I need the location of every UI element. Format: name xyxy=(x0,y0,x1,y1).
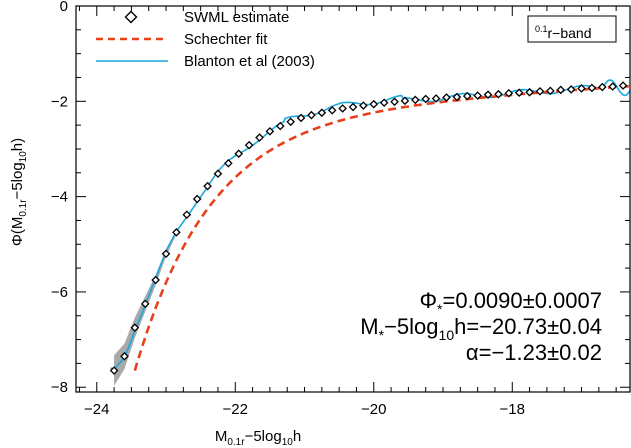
swml-point xyxy=(379,98,389,108)
swml-point xyxy=(151,275,160,285)
band-label-text: 0.1r−band xyxy=(535,24,592,41)
y-tick-label: −8 xyxy=(51,379,68,396)
swml-point xyxy=(317,108,327,118)
swml-point xyxy=(307,110,316,120)
y-axis-label: Φ(M0.1r−5log10h) xyxy=(9,138,29,246)
swml-point xyxy=(597,82,607,92)
swml-points-layer xyxy=(109,81,628,375)
swml-point xyxy=(265,127,275,136)
swml-point xyxy=(525,87,534,97)
alpha-annotation: α=−1.23±0.02 xyxy=(466,340,602,365)
swml-point xyxy=(535,86,545,96)
swml-point xyxy=(473,91,482,100)
plot-frame xyxy=(75,5,631,393)
swml-point xyxy=(421,94,431,104)
swml-point xyxy=(130,323,140,332)
swml-point xyxy=(109,366,119,375)
fit-annotations: Φ*=0.0090±0.0007 M*−5log10h=−20.73±0.04 … xyxy=(360,288,602,365)
swml-point xyxy=(494,89,503,99)
legend-label-schechter: Schechter fit xyxy=(184,31,268,48)
swml-point xyxy=(327,106,337,115)
swml-point xyxy=(275,121,285,131)
swml-point xyxy=(577,84,586,93)
swml-point xyxy=(390,97,399,107)
swml-point xyxy=(504,88,514,98)
swml-point xyxy=(286,117,295,127)
swml-point xyxy=(161,249,171,259)
swml-point xyxy=(566,85,576,94)
swml-point xyxy=(172,228,181,237)
phi-star-annotation: Φ*=0.0090±0.0007 xyxy=(419,288,602,317)
y-tick-label: −6 xyxy=(51,284,68,301)
swml-point xyxy=(359,101,368,110)
swml-point xyxy=(234,149,244,159)
band-label-box: 0.1r−band xyxy=(527,15,617,43)
y-tick-label: 0 xyxy=(60,0,68,15)
swml-point xyxy=(587,83,597,93)
swml-point xyxy=(431,94,441,103)
swml-point xyxy=(411,95,420,105)
swml-point xyxy=(452,92,462,102)
y-tick-label: −4 xyxy=(51,189,68,206)
swml-point xyxy=(192,194,202,204)
swml-point xyxy=(483,90,493,99)
legend-label-swml: SWML estimate xyxy=(184,9,289,26)
legend-label-blanton: Blanton et al (2003) xyxy=(184,53,315,70)
swml-point xyxy=(296,113,306,123)
y-tick-label: −2 xyxy=(51,93,68,110)
swml-point xyxy=(120,351,129,361)
swml-point xyxy=(608,82,618,91)
x-tick-label: −18 xyxy=(500,401,525,418)
swml-point xyxy=(255,133,264,142)
swml-point xyxy=(400,96,410,106)
x-tick-label: −20 xyxy=(361,401,386,418)
band-label-frame xyxy=(527,15,617,43)
legend: SWML estimate Schechter fit Blanton et a… xyxy=(96,9,315,70)
swml-point xyxy=(442,93,451,102)
x-tick-label: −24 xyxy=(84,401,109,418)
ticks-layer: −24 −22 −20 −18 0 −2 −4 −6 −8 xyxy=(51,0,630,418)
schechter-fit-line xyxy=(133,84,630,371)
swml-point xyxy=(618,81,628,90)
swml-point xyxy=(140,299,150,309)
swml-point xyxy=(546,86,555,96)
mstar-annotation: M*−5log10h=−20.73±0.04 xyxy=(360,314,602,343)
swml-point xyxy=(369,99,379,109)
swml-point xyxy=(224,158,233,168)
swml-point xyxy=(338,104,347,113)
x-axis-label: M0.1r−5log10h xyxy=(215,428,301,448)
swml-point xyxy=(348,102,358,112)
swml-point xyxy=(182,210,192,220)
schechter-curve-layer xyxy=(133,84,630,371)
legend-swml-marker xyxy=(124,10,138,24)
swml-point xyxy=(213,169,223,179)
swml-point xyxy=(514,88,524,98)
swml-point xyxy=(556,85,566,95)
x-tick-label: −22 xyxy=(223,401,248,418)
swml-point xyxy=(203,181,212,191)
swml-point xyxy=(244,140,254,150)
swml-point xyxy=(462,91,472,101)
